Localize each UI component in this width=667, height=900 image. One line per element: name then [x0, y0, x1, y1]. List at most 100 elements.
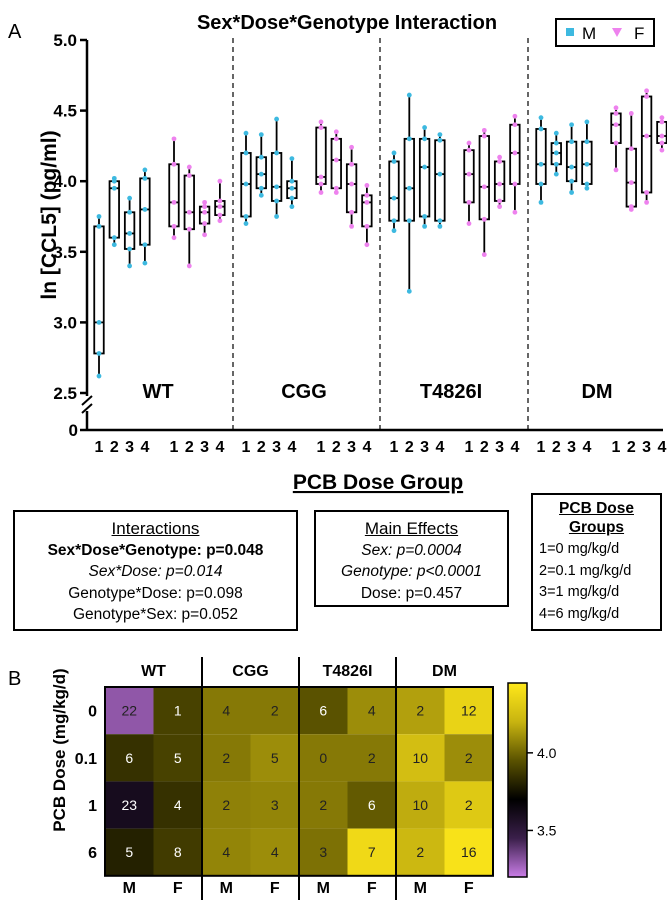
heatmap-cell [153, 781, 202, 829]
main-effects-title: Main Effects [364, 519, 459, 538]
heatmap-cell-label: 22 [121, 703, 137, 719]
data-point [111, 242, 117, 248]
data-point [142, 167, 148, 173]
data-point [171, 136, 177, 142]
data-point [318, 119, 324, 125]
dose-group-4: 4=6 mg/kg/d [539, 605, 620, 622]
x-tick-label: 3 [272, 439, 281, 456]
y-tick-label: 3.5 [53, 243, 77, 262]
data-point [437, 218, 443, 224]
heatmap-cell [347, 687, 396, 735]
data-point [243, 130, 249, 136]
data-point [127, 263, 132, 269]
data-point [333, 190, 339, 195]
dose-group-1: 1=0 mg/kg/d [539, 541, 620, 557]
data-point [422, 223, 427, 229]
heatmap-cell-label: 2 [319, 797, 327, 813]
y-tick-label: 3.0 [53, 313, 77, 332]
heatmap-cell-label: 4 [222, 703, 230, 719]
x-tick-label: 3 [347, 439, 356, 456]
heatmap-cell [202, 781, 251, 829]
heatmap-cell-label: 4 [271, 844, 279, 860]
legend: M F [555, 18, 655, 47]
data-point [481, 252, 487, 258]
data-point [497, 181, 502, 187]
heatmap-cell-label: 2 [271, 703, 279, 719]
heatmap-genotype-label: CGG [232, 663, 268, 680]
data-point [613, 105, 619, 111]
genotype-label: WT [142, 381, 173, 403]
data-point [127, 195, 132, 201]
interaction-genotype-sex: Genotype*Sex: p=0.052 [72, 606, 239, 623]
heatmap-cell-label: 4 [222, 844, 230, 860]
heatmap-cell [347, 734, 396, 782]
x-tick-label: 4 [215, 439, 224, 456]
x-tick-label: 2 [257, 439, 266, 456]
heatmap-cell [396, 781, 445, 829]
data-point [202, 232, 208, 238]
data-point [613, 167, 619, 173]
data-point [289, 156, 295, 162]
box-iqr [565, 140, 578, 183]
dose-group-3: 3=1 mg/kg/d [539, 584, 620, 600]
heatmap-cell-label: 3 [271, 797, 279, 813]
heatmap-cell [202, 687, 251, 735]
data-point [659, 115, 665, 121]
data-point [628, 146, 634, 152]
heatmap-column-label: F [173, 880, 183, 897]
data-point [171, 161, 177, 167]
heatmap-cell [202, 828, 251, 876]
data-point [349, 223, 354, 229]
box-iqr [535, 128, 547, 185]
heatmap-cell-label: 10 [412, 797, 428, 813]
x-tick-label: 2 [185, 439, 194, 456]
data-point [553, 171, 559, 177]
heatmap-cell-label: 4 [174, 797, 182, 813]
data-point [333, 129, 339, 135]
heatmap-cell [444, 734, 493, 782]
heatmap-cell-label: 6 [125, 750, 133, 766]
x-tick-label: 3 [125, 439, 134, 456]
heatmap-column-label: M [123, 880, 136, 897]
data-point [512, 113, 518, 119]
data-point [553, 130, 559, 136]
data-point [628, 180, 634, 186]
x-tick-label: 1 [95, 439, 104, 456]
data-point [318, 125, 324, 130]
data-point [481, 127, 487, 133]
panel-b-label: B [8, 668, 21, 690]
x-tick-label: 2 [332, 439, 341, 456]
box-iqr [270, 152, 283, 202]
data-point [422, 125, 427, 130]
heatmap-cell-label: 23 [121, 797, 137, 813]
heatmap-cell-label: 6 [319, 703, 327, 719]
data-point [333, 136, 339, 142]
data-point [289, 178, 295, 184]
data-point [142, 207, 148, 212]
data-point [569, 178, 574, 184]
data-point [217, 198, 223, 204]
heatmap-column-label: F [270, 880, 280, 897]
data-point [364, 223, 370, 229]
data-point [391, 195, 397, 201]
genotype-label: DM [581, 381, 612, 403]
data-point [349, 209, 354, 215]
data-point [644, 88, 649, 94]
heatmap-cell-label: 16 [461, 844, 477, 860]
data-point [553, 161, 559, 167]
heatmap-cell-label: 7 [368, 844, 376, 860]
box-iqr [625, 147, 637, 208]
data-point [364, 192, 370, 198]
heatmap-cell [444, 828, 493, 876]
data-point [437, 171, 443, 177]
main-effects-box: Main Effects Sex: p=0.0004 Genotype: p<0… [314, 510, 509, 607]
data-point [96, 351, 102, 356]
data-point [142, 260, 148, 266]
data-point [171, 235, 177, 241]
data-point [644, 190, 649, 195]
data-point [243, 214, 249, 219]
heatmap-row-label: 0.1 [75, 751, 97, 768]
data-point [466, 140, 472, 146]
data-point [349, 161, 354, 167]
data-point [258, 154, 264, 160]
